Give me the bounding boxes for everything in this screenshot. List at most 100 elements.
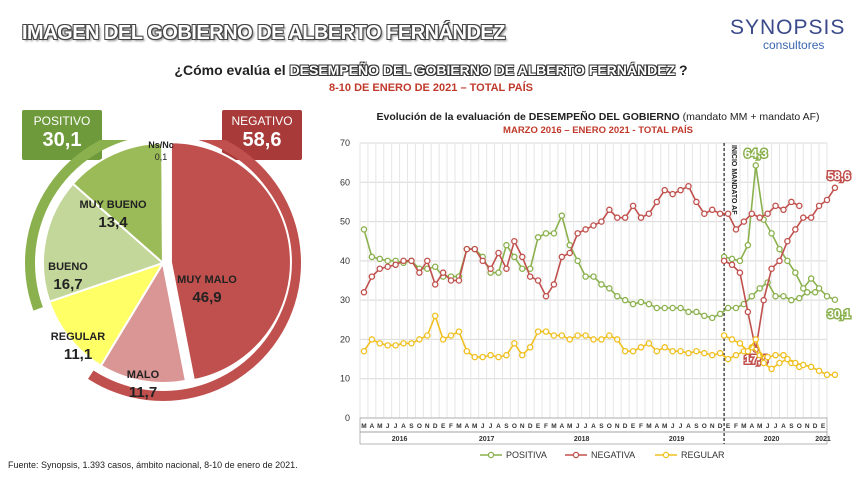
- data-point-positiva: [788, 296, 795, 304]
- x-tick-label: A: [686, 423, 691, 430]
- data-point-positiva: [744, 241, 752, 249]
- x-tick-label: N: [805, 423, 810, 430]
- x-tick-label: M: [551, 423, 556, 430]
- data-point-negativa: [716, 210, 724, 217]
- data-point-negativa: [368, 273, 376, 280]
- data-point-positiva: [748, 292, 756, 300]
- data-point-negativa: [566, 249, 574, 257]
- data-point-regular: [716, 349, 724, 357]
- x-tick-label: A: [591, 423, 596, 430]
- data-point-negativa: [495, 249, 502, 257]
- x-tick-label: M: [757, 423, 762, 430]
- data-point-negativa: [661, 186, 668, 194]
- data-point-negativa: [416, 269, 423, 276]
- pie-label-malo: MALO: [127, 369, 160, 381]
- data-point-negativa: [574, 230, 581, 237]
- data-point-positiva: [792, 269, 799, 276]
- negativo-box: NEGATIVO 58,6: [222, 110, 302, 160]
- data-point-negativa: [463, 245, 471, 253]
- x-tick-label: D: [623, 423, 628, 430]
- data-point-regular: [439, 336, 447, 343]
- data-point-regular: [542, 328, 550, 335]
- data-point-negativa: [376, 265, 384, 272]
- data-point-regular: [534, 328, 542, 335]
- pie-value-nsnc: 0,1: [155, 152, 168, 162]
- data-point-negativa: [748, 210, 756, 217]
- data-point-negativa: [526, 273, 534, 280]
- data-point-regular: [732, 351, 740, 359]
- x-tick-label: J: [576, 423, 580, 430]
- data-point-regular: [479, 353, 486, 361]
- x-axis-year-row: [359, 431, 828, 445]
- data-point-negativa: [471, 245, 479, 253]
- data-point-negativa: [807, 214, 815, 221]
- data-point-negativa: [558, 253, 566, 261]
- data-point-positiva: [519, 265, 526, 272]
- x-tick-label: D: [718, 423, 723, 430]
- negativo-value: 58,6: [242, 129, 282, 151]
- data-point-regular: [408, 340, 415, 347]
- y-tick-label: 30: [340, 295, 350, 305]
- data-point-positiva: [550, 230, 558, 237]
- data-point-regular: [582, 332, 589, 339]
- data-point-negativa: [479, 257, 486, 265]
- survey-date: 8-10 DE ENERO DE 2021 – TOTAL PAÍS: [329, 82, 533, 94]
- data-point-positiva: [800, 285, 807, 292]
- data-point-negativa: [519, 253, 526, 261]
- pie-label-regular: REGULAR: [51, 331, 105, 343]
- legend-label-negativa: NEGATIVA: [591, 450, 635, 460]
- data-point-negativa: [693, 198, 700, 206]
- data-point-regular: [792, 359, 799, 367]
- data-point-negativa: [447, 277, 455, 284]
- logo-subtitle: consultores: [763, 38, 825, 52]
- data-point-positiva: [701, 312, 708, 320]
- data-point-regular: [764, 353, 771, 361]
- data-point-regular: [760, 359, 767, 367]
- data-point-regular: [574, 332, 581, 339]
- data-point-negativa: [764, 210, 771, 217]
- x-tick-label: E: [821, 423, 826, 430]
- data-point-regular: [384, 342, 391, 349]
- data-point-negativa: [772, 202, 779, 210]
- data-point-negativa: [728, 261, 736, 269]
- x-tick-label: A: [465, 423, 470, 430]
- x-tick-label: O: [607, 423, 612, 430]
- x-tick-label: J: [489, 423, 493, 430]
- x-tick-label: M: [456, 423, 461, 430]
- x-tick-label: A: [781, 423, 786, 430]
- x-tick-label: D: [528, 423, 533, 430]
- data-point-regular: [424, 332, 431, 339]
- data-point-positiva: [495, 269, 502, 276]
- x-tick-label: M: [361, 423, 366, 430]
- x-tick-label: O: [797, 423, 802, 430]
- data-point-regular: [784, 355, 791, 363]
- x-tick-label: E: [726, 423, 731, 430]
- x-tick-label: A: [370, 423, 375, 430]
- pie-label-nsnc: Ns/Nc: [148, 140, 174, 150]
- data-point-negativa: [823, 196, 831, 204]
- y-tick-label: 0: [345, 413, 350, 423]
- line-chart-title: Evolución de la evaluación de DESEMPEÑO …: [377, 110, 820, 123]
- data-point-negativa: [534, 277, 542, 284]
- data-point-regular: [724, 355, 732, 363]
- data-point-positiva: [637, 298, 645, 306]
- data-point-regular: [685, 349, 692, 357]
- data-point-positiva: [613, 292, 621, 300]
- data-point-positiva: [807, 275, 815, 282]
- x-tick-label: M: [741, 423, 746, 430]
- data-point-positiva: [708, 314, 716, 322]
- data-point-regular: [487, 351, 494, 359]
- x-tick-label: S: [504, 423, 509, 430]
- pie-value-bueno: 16,7: [53, 276, 82, 293]
- data-point-negativa: [677, 186, 684, 194]
- data-point-positiva: [776, 245, 783, 253]
- y-tick-label: 40: [340, 256, 350, 266]
- data-point-regular: [701, 349, 708, 357]
- data-point-negativa: [796, 202, 803, 210]
- data-point-regular: [728, 336, 736, 343]
- data-point-positiva: [768, 230, 775, 237]
- data-point-negativa: [455, 277, 463, 284]
- data-point-positiva: [756, 285, 763, 292]
- data-point-negativa: [784, 237, 791, 245]
- negativo-label: NEGATIVO: [231, 114, 293, 128]
